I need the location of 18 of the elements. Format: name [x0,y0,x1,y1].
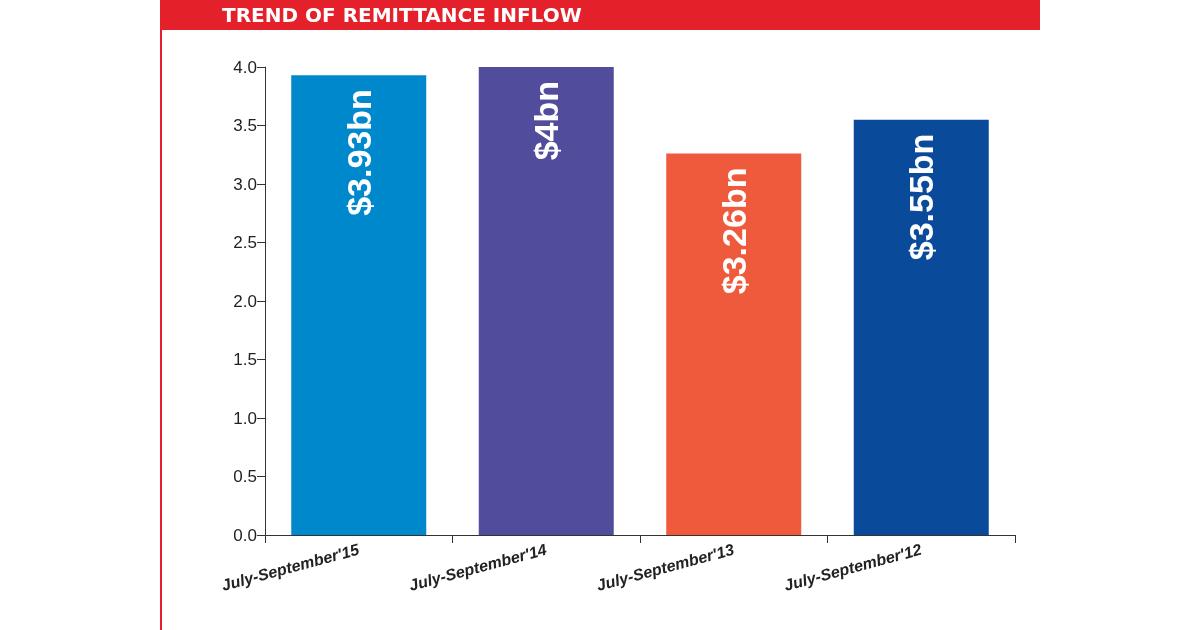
y-tick-label: 0.0 [233,525,257,545]
bar [478,67,614,535]
bar [291,75,427,535]
y-tick-label: 3.0 [233,174,257,194]
y-tick-label: 2.5 [233,233,257,252]
chart-title: TREND OF REMITTANCE INFLOW [162,0,1040,30]
y-tick-label: 0.5 [233,467,257,486]
y-tick-label: 1.0 [233,408,257,428]
y-tick-label: 1.5 [233,350,257,369]
data-label: $4bn [527,81,566,161]
bar [666,153,802,535]
bar [853,119,989,535]
data-label: $3.26bn [714,167,753,295]
y-tick-label: 3.5 [233,116,257,135]
y-tick-label: 4.0 [233,57,257,77]
data-label: $3.93bn [339,89,378,216]
data-label: $3.55bn [902,133,941,261]
y-tick-label: 2.0 [233,291,257,311]
